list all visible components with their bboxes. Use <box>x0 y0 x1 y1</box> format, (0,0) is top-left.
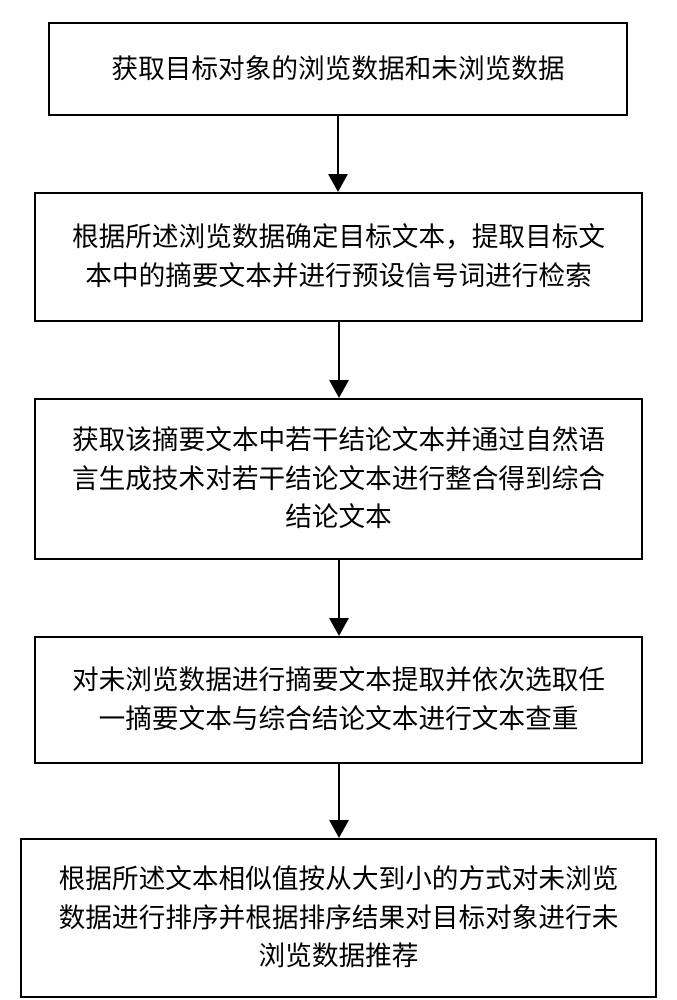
flowchart-node: 获取该摘要文本中若干结论文本并通过自然语言生成技术对若干结论文本进行整合得到综合… <box>34 398 643 560</box>
flowchart-canvas: 获取目标对象的浏览数据和未浏览数据根据所述浏览数据确定目标文本，提取目标文本中的… <box>0 0 677 1000</box>
flowchart-node: 获取目标对象的浏览数据和未浏览数据 <box>48 22 628 116</box>
flowchart-edge <box>337 116 339 174</box>
arrow-down-icon <box>329 618 349 636</box>
flowchart-edge <box>338 322 340 380</box>
arrow-down-icon <box>329 820 349 838</box>
flowchart-node: 根据所述浏览数据确定目标文本，提取目标文本中的摘要文本并进行预设信号词进行检索 <box>34 192 643 322</box>
arrow-down-icon <box>329 380 349 398</box>
flowchart-node-label: 根据所述浏览数据确定目标文本，提取目标文本中的摘要文本并进行预设信号词进行检索 <box>60 218 617 295</box>
arrow-down-icon <box>328 174 348 192</box>
flowchart-edge <box>338 764 340 820</box>
flowchart-node-label: 根据所述文本相似值按从大到小的方式对未浏览数据进行排序并根据排序结果对目标对象进… <box>46 860 631 976</box>
flowchart-edge <box>338 560 340 618</box>
flowchart-node-label: 获取目标对象的浏览数据和未浏览数据 <box>111 50 564 89</box>
flowchart-node: 对未浏览数据进行摘要文本提取并依次选取任一摘要文本与综合结论文本进行文本查重 <box>34 636 643 764</box>
flowchart-node: 根据所述文本相似值按从大到小的方式对未浏览数据进行排序并根据排序结果对目标对象进… <box>20 838 657 998</box>
flowchart-node-label: 对未浏览数据进行摘要文本提取并依次选取任一摘要文本与综合结论文本进行文本查重 <box>60 661 617 738</box>
flowchart-node-label: 获取该摘要文本中若干结论文本并通过自然语言生成技术对若干结论文本进行整合得到综合… <box>60 421 617 537</box>
